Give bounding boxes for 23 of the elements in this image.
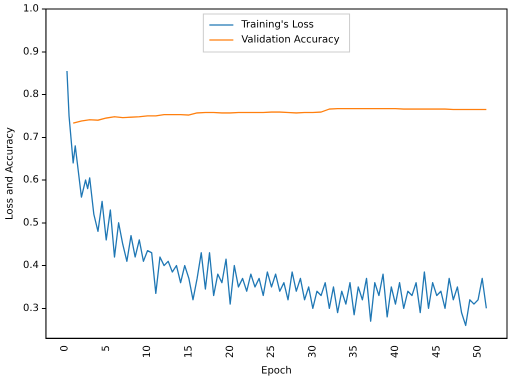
y-axis-title: Loss and Accuracy — [4, 127, 16, 220]
x-tick-label: 30 — [307, 345, 318, 358]
x-tick-label: 0 — [60, 345, 71, 352]
x-tick-label: 50 — [472, 345, 484, 358]
legend-label: Training's Loss — [240, 20, 314, 31]
x-tick-label: 35 — [348, 345, 360, 358]
y-tick-label: 0.9 — [22, 46, 39, 58]
x-tick-label: 25 — [266, 345, 278, 358]
y-tick-label: 0.6 — [22, 174, 39, 186]
y-tick-label: 0.3 — [22, 302, 39, 314]
x-tick-label: 15 — [183, 345, 194, 358]
y-tick-label: 0.5 — [22, 217, 39, 228]
x-tick-label: 20 — [224, 345, 236, 358]
legend-label: Validation Accuracy — [241, 34, 340, 46]
y-tick-label: 0.8 — [22, 89, 39, 100]
x-axis-title: Epoch — [261, 366, 292, 377]
x-tick-label: 10 — [142, 345, 154, 358]
y-tick-label: 0.4 — [22, 260, 39, 272]
x-tick-label: 40 — [390, 345, 402, 358]
y-tick-label: 1.0 — [22, 4, 39, 15]
x-tick-label: 45 — [431, 345, 442, 358]
x-tick-label: 5 — [100, 345, 112, 352]
y-tick-label: 0.7 — [22, 132, 39, 143]
